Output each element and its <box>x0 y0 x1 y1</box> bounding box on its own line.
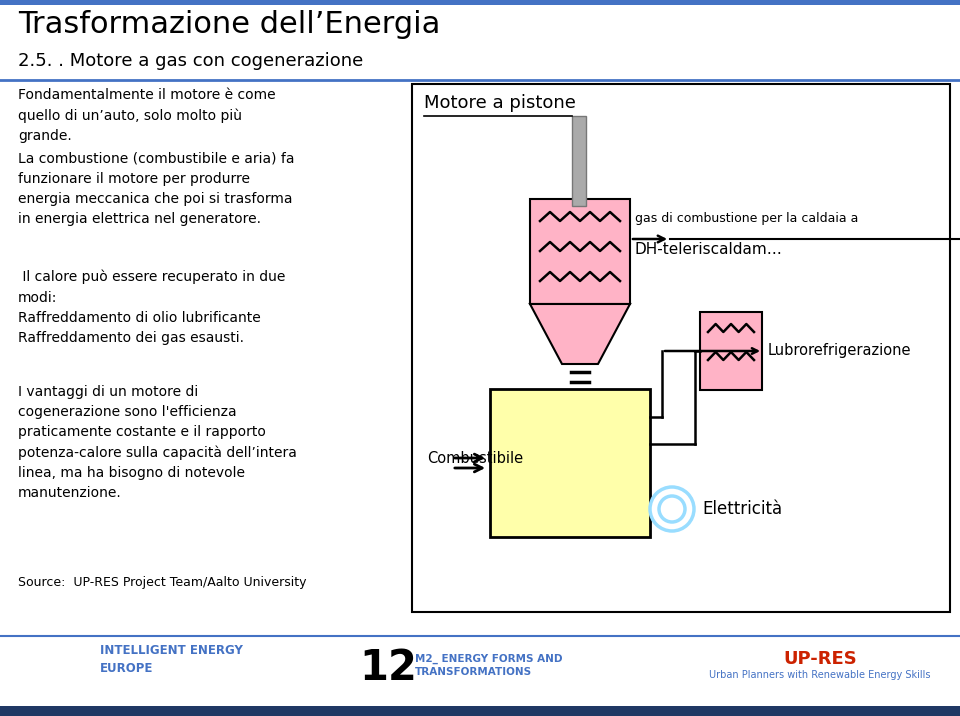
Bar <box>490 389 650 537</box>
Bar <box>572 116 586 206</box>
Text: Fondamentalmente il motore è come
quello di un’auto, solo molto più
grande.: Fondamentalmente il motore è come quello… <box>18 88 276 143</box>
Bar <box>0 706 960 716</box>
Bar <box>412 84 950 612</box>
Text: La combustione (combustibile e aria) fa
funzionare il motore per produrre
energi: La combustione (combustibile e aria) fa … <box>18 152 295 226</box>
Text: UP-RES: UP-RES <box>783 650 857 668</box>
Text: Motore a pistone: Motore a pistone <box>424 94 576 112</box>
Polygon shape <box>530 304 630 364</box>
Text: INTELLIGENT ENERGY
EUROPE: INTELLIGENT ENERGY EUROPE <box>100 644 243 675</box>
Text: Source:  UP-RES Project Team/Aalto University: Source: UP-RES Project Team/Aalto Univer… <box>18 576 306 589</box>
Text: Trasformazione dell’Energia: Trasformazione dell’Energia <box>18 10 441 39</box>
Bar <box>700 312 762 390</box>
Text: Urban Planners with Renewable Energy Skills: Urban Planners with Renewable Energy Ski… <box>709 670 931 680</box>
Text: gas di combustione per la caldaia a: gas di combustione per la caldaia a <box>635 212 858 225</box>
Circle shape <box>650 487 694 531</box>
Text: M2_ ENERGY FORMS AND
TRANSFORMATIONS: M2_ ENERGY FORMS AND TRANSFORMATIONS <box>415 654 563 677</box>
Text: Il calore può essere recuperato in due
modi:
Raffreddamento di olio lubrificante: Il calore può essere recuperato in due m… <box>18 270 285 344</box>
Text: DH-teleriscaldam…: DH-teleriscaldam… <box>635 242 782 257</box>
Text: 2.5. . Motore a gas con cogenerazione: 2.5. . Motore a gas con cogenerazione <box>18 52 363 70</box>
Circle shape <box>659 496 685 522</box>
Text: Elettricità: Elettricità <box>702 500 782 518</box>
Text: 12: 12 <box>359 647 417 689</box>
Text: Lubrorefrigerazione: Lubrorefrigerazione <box>768 344 911 359</box>
Bar <box>530 199 630 304</box>
Text: I vantaggi di un motore di
cogenerazione sono l'efficienza
praticamente costante: I vantaggi di un motore di cogenerazione… <box>18 385 297 500</box>
Text: Combustibile: Combustibile <box>427 451 523 466</box>
Bar <box>0 0 960 5</box>
